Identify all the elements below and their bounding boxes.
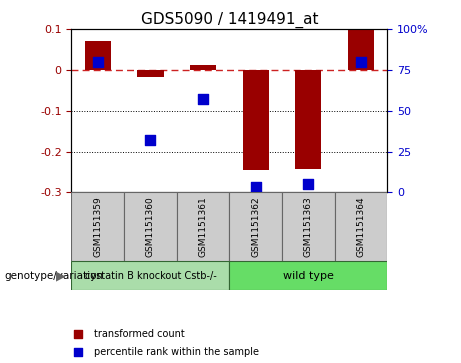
Text: GSM1151364: GSM1151364: [356, 196, 366, 257]
Text: GSM1151360: GSM1151360: [146, 196, 155, 257]
Bar: [295, 70, 321, 169]
Text: GSM1151362: GSM1151362: [251, 196, 260, 257]
Bar: [282, 192, 335, 261]
Point: [74, 331, 82, 337]
Point: [252, 185, 260, 191]
Bar: [229, 261, 387, 290]
Text: GSM1151363: GSM1151363: [304, 196, 313, 257]
Bar: [71, 261, 229, 290]
Text: genotype/variation: genotype/variation: [5, 271, 104, 281]
Point: [357, 59, 365, 65]
Bar: [137, 70, 164, 77]
Bar: [124, 192, 177, 261]
Text: GSM1151359: GSM1151359: [93, 196, 102, 257]
Bar: [335, 192, 387, 261]
Text: GSM1151361: GSM1151361: [199, 196, 207, 257]
Bar: [348, 29, 374, 70]
Title: GDS5090 / 1419491_at: GDS5090 / 1419491_at: [141, 12, 318, 28]
Bar: [177, 192, 229, 261]
Text: percentile rank within the sample: percentile rank within the sample: [94, 347, 259, 357]
Text: transformed count: transformed count: [94, 329, 184, 339]
Bar: [85, 41, 111, 70]
Point: [305, 182, 312, 187]
Point: [199, 97, 207, 102]
Bar: [71, 192, 124, 261]
Text: wild type: wild type: [283, 271, 334, 281]
Bar: [242, 70, 269, 170]
Text: ▶: ▶: [56, 269, 66, 282]
Point: [147, 137, 154, 143]
Bar: [229, 192, 282, 261]
Point: [94, 59, 101, 65]
Point: [74, 349, 82, 355]
Text: cystatin B knockout Cstb-/-: cystatin B knockout Cstb-/-: [84, 271, 216, 281]
Bar: [190, 65, 216, 70]
